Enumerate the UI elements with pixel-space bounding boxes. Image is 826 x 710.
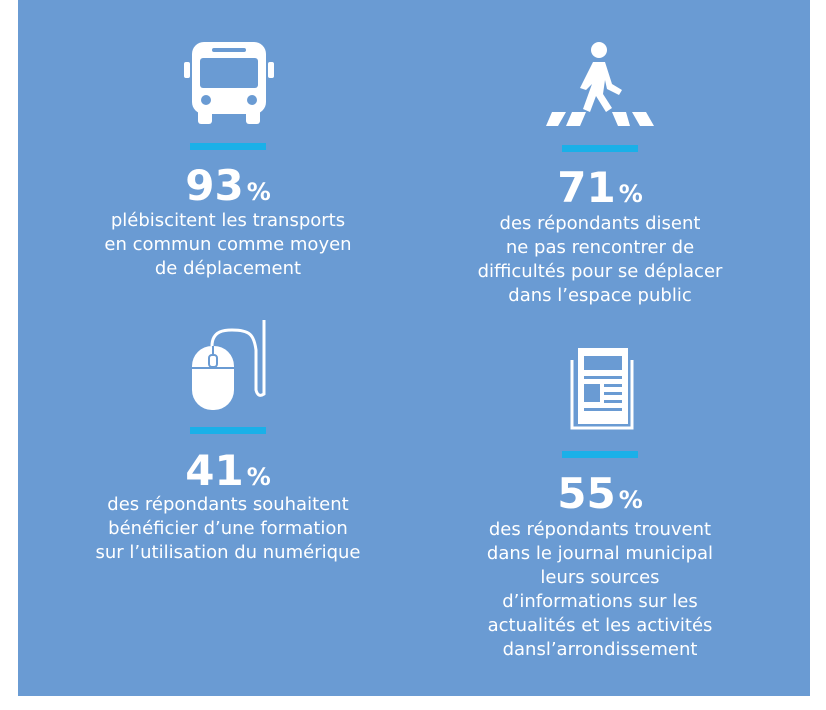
stat-number: 41% (185, 446, 271, 495)
newspaper-icon (570, 348, 634, 430)
stat-number: 55% (557, 469, 643, 518)
accent-bar (190, 427, 266, 434)
stat-description: des répondants disent (500, 213, 701, 234)
stat-value: 41 (185, 446, 243, 495)
stat-description: plébiscitent les transports (111, 210, 345, 231)
accent-bar (190, 143, 266, 150)
stat-value: 71 (557, 163, 615, 212)
stat-description: bénéficier d’une formation (108, 518, 348, 539)
stat-unit: % (619, 180, 643, 208)
stat-description: difficultés pour se déplacer (478, 261, 723, 282)
stat-description: actualités et les activités (488, 615, 713, 636)
mouse-icon (192, 320, 266, 410)
stat-description: sur l’utilisation du numérique (96, 542, 361, 563)
stat-number: 71% (557, 163, 643, 212)
stat-description: dans l’espace public (508, 285, 691, 306)
stat-description: des répondants trouvent (489, 519, 711, 540)
bus-icon (184, 42, 274, 124)
stat-description: d’informations sur les (502, 591, 698, 612)
stat-description: leurs sources (540, 567, 659, 588)
stat-unit: % (247, 463, 271, 491)
stat-unit: % (247, 178, 271, 206)
stat-description: de déplacement (155, 258, 301, 279)
stat-value: 55 (557, 469, 615, 518)
panel (18, 0, 810, 696)
pedestrian-icon (546, 42, 654, 126)
stat-description: dans le journal municipal (487, 543, 713, 564)
stat-unit: % (619, 486, 643, 514)
stat-description: des répondants souhaitent (107, 494, 348, 515)
stat-value: 93 (185, 161, 243, 210)
accent-bar (562, 145, 638, 152)
stat-description: dansl’arrondissement (503, 639, 698, 660)
stat-description: en commun comme moyen (104, 234, 351, 255)
stat-number: 93% (185, 161, 271, 210)
stat-description: ne pas rencontrer de (506, 237, 694, 258)
accent-bar (562, 451, 638, 458)
